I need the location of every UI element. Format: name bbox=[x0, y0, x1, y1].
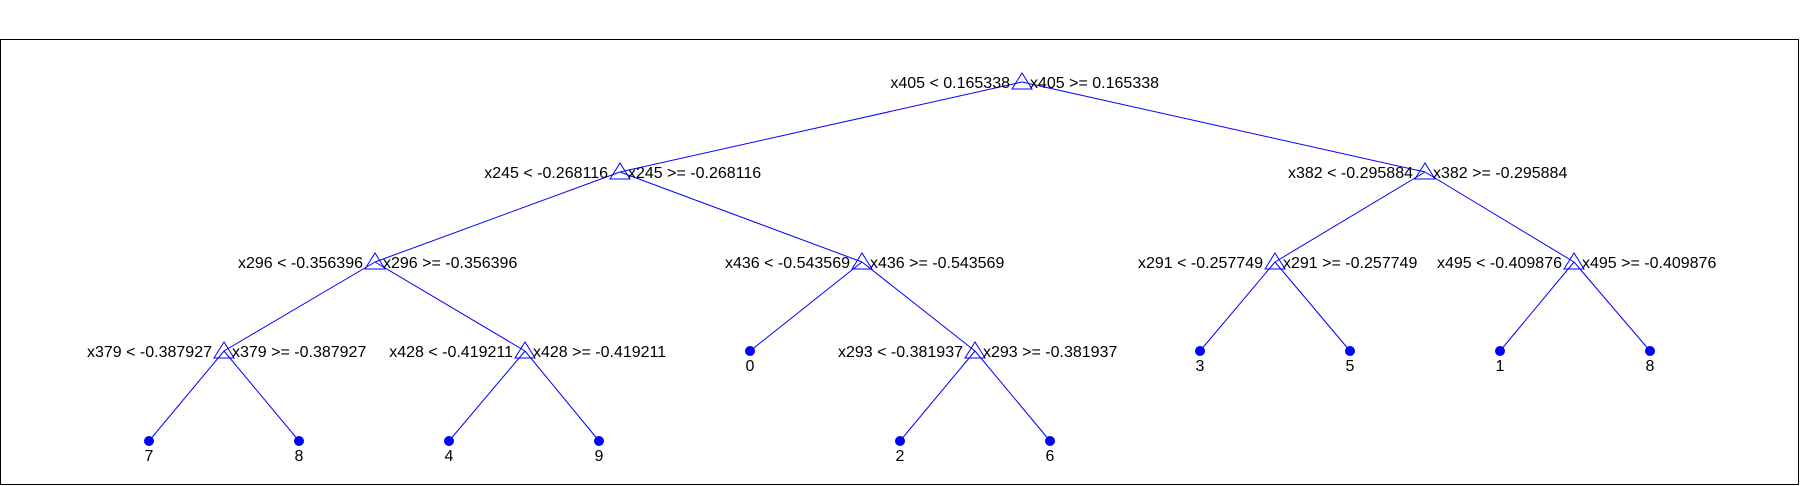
split-condition-right-label: x245 >= -0.268116 bbox=[628, 165, 761, 182]
leaf-node-dot-icon bbox=[745, 346, 755, 356]
split-condition-left-label: x382 < -0.295884 bbox=[1288, 165, 1413, 182]
split-condition-left-label: x428 < -0.419211 bbox=[389, 344, 513, 361]
split-node-triangle-icon bbox=[1264, 252, 1286, 270]
tree-edge-n1-n3 bbox=[374, 171, 621, 263]
split-condition-left-label: x436 < -0.543569 bbox=[725, 255, 850, 272]
split-condition-left-label: x245 < -0.268116 bbox=[484, 165, 608, 182]
split-condition-right-label: x291 >= -0.257749 bbox=[1283, 255, 1417, 272]
leaf-node-dot-icon bbox=[1195, 346, 1205, 356]
tree-edge-n4-n9 bbox=[749, 261, 863, 352]
split-condition-left-label: x296 < -0.356396 bbox=[238, 255, 363, 272]
split-node-triangle-icon bbox=[964, 341, 986, 359]
split-condition-left-label: x291 < -0.257749 bbox=[1138, 255, 1263, 272]
leaf-class-label: 3 bbox=[1196, 358, 1205, 375]
leaf-class-label: 7 bbox=[145, 448, 154, 465]
split-condition-right-label: x296 >= -0.356396 bbox=[383, 255, 517, 272]
label-layer: x405 < 0.165338 x405 >= 0.165338 x245 < -0… bbox=[87, 75, 1716, 465]
split-condition-right-label: x382 >= -0.295884 bbox=[1433, 165, 1567, 182]
leaf-node-dot-icon bbox=[144, 436, 154, 446]
leaf-class-label: 8 bbox=[295, 448, 304, 465]
split-condition-left-label: x495 < -0.409876 bbox=[1437, 255, 1562, 272]
tree-edge-n2-n5 bbox=[1274, 171, 1426, 263]
tree-edge-n7-n15 bbox=[148, 350, 225, 442]
split-node-triangle-icon bbox=[1563, 252, 1585, 270]
tree-edge-n8-n18 bbox=[524, 350, 600, 442]
tree-edge-n5-n12 bbox=[1274, 261, 1351, 352]
split-node-triangle-icon bbox=[1011, 72, 1033, 90]
leaf-node-dot-icon bbox=[444, 436, 454, 446]
split-condition-left-label: x293 < -0.381937 bbox=[838, 344, 963, 361]
split-node-triangle-icon bbox=[213, 341, 235, 359]
tree-edge-n0-n1 bbox=[619, 81, 1023, 173]
node-layer bbox=[144, 72, 1655, 446]
tree-edge-n2-n6 bbox=[1424, 171, 1575, 263]
tree-edge-n10-n20 bbox=[974, 350, 1051, 442]
leaf-class-label: 2 bbox=[896, 448, 905, 465]
tree-edge-n4-n10 bbox=[861, 261, 976, 352]
leaf-class-label: 0 bbox=[746, 358, 755, 375]
leaf-node-dot-icon bbox=[1045, 436, 1055, 446]
leaf-node-dot-icon bbox=[1645, 346, 1655, 356]
tree-edge-n10-n19 bbox=[899, 350, 976, 442]
split-node-triangle-icon bbox=[609, 162, 631, 180]
tree-edge-n8-n17 bbox=[448, 350, 526, 442]
edge-layer bbox=[148, 81, 1651, 442]
split-condition-left-label: x405 < 0.165338 bbox=[890, 75, 1010, 92]
split-condition-right-label: x436 >= -0.543569 bbox=[870, 255, 1004, 272]
tree-edge-n3-n8 bbox=[374, 261, 526, 352]
split-node-triangle-icon bbox=[851, 252, 873, 270]
leaf-node-dot-icon bbox=[594, 436, 604, 446]
leaf-class-label: 5 bbox=[1346, 358, 1355, 375]
split-condition-left-label: x379 < -0.387927 bbox=[87, 344, 212, 361]
leaf-class-label: 8 bbox=[1646, 358, 1655, 375]
tree-edge-n7-n16 bbox=[223, 350, 300, 442]
tree-edge-n1-n4 bbox=[619, 171, 863, 263]
leaf-class-label: 4 bbox=[445, 448, 454, 465]
leaf-class-label: 6 bbox=[1046, 448, 1055, 465]
leaf-class-label: 9 bbox=[595, 448, 604, 465]
plot-frame bbox=[0, 39, 1799, 485]
split-condition-right-label: x293 >= -0.381937 bbox=[983, 344, 1117, 361]
split-node-triangle-icon bbox=[514, 341, 536, 359]
leaf-node-dot-icon bbox=[294, 436, 304, 446]
tree-edge-n6-n13 bbox=[1499, 261, 1575, 352]
split-condition-right-label: x405 >= 0.165338 bbox=[1030, 75, 1159, 92]
split-node-triangle-icon bbox=[1414, 162, 1436, 180]
split-condition-right-label: x495 >= -0.409876 bbox=[1582, 255, 1716, 272]
split-condition-right-label: x428 >= -0.419211 bbox=[533, 344, 666, 361]
split-node-triangle-icon bbox=[364, 252, 386, 270]
tree-edge-n6-n14 bbox=[1573, 261, 1651, 352]
split-condition-right-label: x379 >= -0.387927 bbox=[232, 344, 366, 361]
leaf-node-dot-icon bbox=[895, 436, 905, 446]
leaf-node-dot-icon bbox=[1495, 346, 1505, 356]
tree-edge-n5-n11 bbox=[1199, 261, 1276, 352]
leaf-class-label: 1 bbox=[1496, 358, 1505, 375]
tree-edge-n0-n2 bbox=[1021, 81, 1426, 173]
leaf-node-dot-icon bbox=[1345, 346, 1355, 356]
tree-edge-n3-n7 bbox=[223, 261, 376, 352]
